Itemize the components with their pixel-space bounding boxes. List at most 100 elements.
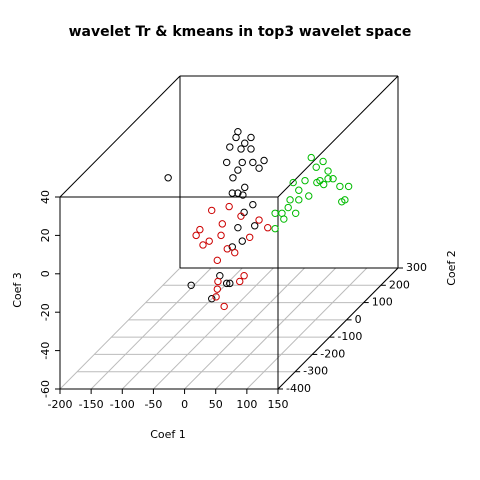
point <box>313 178 321 187</box>
point <box>324 167 332 175</box>
point <box>344 182 353 191</box>
point <box>234 189 242 197</box>
point <box>223 245 231 253</box>
point <box>291 209 300 217</box>
point <box>280 215 288 223</box>
x-tick-label: -200 <box>48 398 73 411</box>
x-axis-label: Coef 1 <box>150 428 186 441</box>
point <box>289 178 297 187</box>
y-tick-label: 100 <box>372 296 393 309</box>
x-tick-label: -150 <box>79 398 104 411</box>
x-tick-label: 0 <box>181 398 188 411</box>
point <box>284 203 292 212</box>
grid-line <box>121 267 243 390</box>
grid-line <box>246 267 368 390</box>
z-tick-label: -20 <box>39 303 52 321</box>
x-tick-label: 100 <box>236 398 257 411</box>
point <box>312 163 320 171</box>
point <box>225 202 233 211</box>
point <box>336 182 344 191</box>
point <box>241 183 249 192</box>
point <box>295 186 303 194</box>
grid-line <box>90 267 212 390</box>
grid-line <box>184 267 305 390</box>
z-tick-label: 20 <box>39 228 52 242</box>
point <box>232 133 240 142</box>
point <box>187 281 195 289</box>
point <box>208 206 216 215</box>
z-tick-label: 40 <box>39 190 52 204</box>
point <box>213 256 222 265</box>
point <box>320 180 328 189</box>
chart-title: wavelet Tr & kmeans in top3 wavelet spac… <box>69 24 412 40</box>
point <box>208 295 216 303</box>
point <box>271 224 279 233</box>
point <box>237 212 245 220</box>
point <box>237 145 245 153</box>
point <box>319 157 327 166</box>
point <box>205 237 213 245</box>
box-edge <box>59 75 181 198</box>
grid-line <box>153 267 274 390</box>
point <box>214 277 222 286</box>
y-tick-label: -200 <box>320 347 345 360</box>
point <box>226 279 234 288</box>
x-tick-label: 50 <box>209 398 223 411</box>
point <box>238 237 246 245</box>
y-axis-label: Coef 2 <box>445 250 458 286</box>
point <box>301 176 309 185</box>
y-tick-label: -300 <box>303 365 328 378</box>
box-edge <box>277 75 399 198</box>
point <box>220 302 228 311</box>
x-tick-label: -50 <box>144 398 162 411</box>
point <box>217 231 225 240</box>
point <box>196 225 204 234</box>
y-tick-label: -100 <box>337 330 362 343</box>
point <box>222 279 231 288</box>
point <box>228 189 236 197</box>
point <box>255 216 263 224</box>
point <box>307 153 315 162</box>
point <box>234 166 242 174</box>
point <box>231 248 239 257</box>
y-tick-label: 0 <box>355 313 362 326</box>
point <box>240 272 248 280</box>
z-tick-label: -60 <box>39 380 52 398</box>
x-tick-label: 150 <box>268 398 289 411</box>
point <box>329 175 337 183</box>
point <box>246 233 254 242</box>
point <box>164 174 172 182</box>
point <box>229 174 237 182</box>
point <box>260 156 268 165</box>
point <box>249 158 257 167</box>
y-tick-label: 300 <box>406 261 427 274</box>
point <box>324 175 332 183</box>
point <box>295 196 303 204</box>
point <box>255 164 263 172</box>
point <box>247 133 255 142</box>
point <box>286 196 294 204</box>
point <box>241 139 249 147</box>
point <box>199 241 207 249</box>
point <box>251 222 259 230</box>
z-tick-label: 0 <box>39 270 52 277</box>
grid-line <box>215 267 337 390</box>
y-tick-label: 200 <box>389 278 410 291</box>
point <box>305 192 313 200</box>
point <box>218 220 226 228</box>
point <box>192 231 200 240</box>
grid-line <box>59 267 181 390</box>
point <box>247 145 255 153</box>
point <box>271 209 279 217</box>
point <box>264 224 272 232</box>
point <box>238 158 246 167</box>
x-tick-label: -100 <box>110 398 135 411</box>
z-tick-label: -40 <box>39 342 52 360</box>
point <box>212 293 220 301</box>
point <box>234 223 242 232</box>
point <box>222 158 231 167</box>
box-edge <box>277 267 399 390</box>
point <box>213 285 222 293</box>
z-axis-label: Coef 3 <box>11 272 24 308</box>
